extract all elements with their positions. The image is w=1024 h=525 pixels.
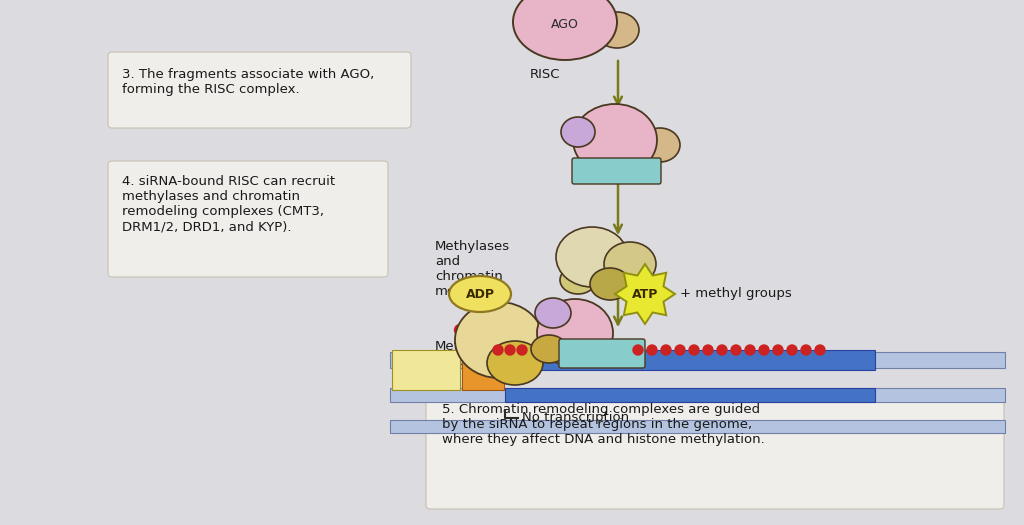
FancyBboxPatch shape xyxy=(390,352,1005,368)
FancyBboxPatch shape xyxy=(390,420,1005,433)
Text: ADP: ADP xyxy=(466,288,495,300)
Text: No transcription: No transcription xyxy=(522,412,629,425)
Circle shape xyxy=(474,320,485,331)
FancyBboxPatch shape xyxy=(572,158,662,184)
FancyBboxPatch shape xyxy=(108,161,388,277)
Polygon shape xyxy=(615,264,675,324)
FancyBboxPatch shape xyxy=(462,350,504,390)
Circle shape xyxy=(787,345,797,355)
Ellipse shape xyxy=(531,335,567,363)
Circle shape xyxy=(517,345,527,355)
Circle shape xyxy=(493,345,503,355)
Circle shape xyxy=(731,345,741,355)
Circle shape xyxy=(675,345,685,355)
FancyBboxPatch shape xyxy=(426,389,1004,509)
Ellipse shape xyxy=(590,268,630,300)
Circle shape xyxy=(455,324,466,335)
Ellipse shape xyxy=(556,227,628,287)
Ellipse shape xyxy=(537,299,613,367)
Circle shape xyxy=(495,352,506,363)
FancyBboxPatch shape xyxy=(390,388,1005,402)
Text: 5. Chromatin remodeling complexes are guided
by the siRNA to repeat regions in t: 5. Chromatin remodeling complexes are gu… xyxy=(442,403,765,446)
Circle shape xyxy=(759,345,769,355)
Circle shape xyxy=(524,334,536,345)
Text: 4. siRNA-bound RISC can recruit
methylases and chromatin
remodeling complexes (C: 4. siRNA-bound RISC can recruit methylas… xyxy=(122,175,335,233)
Ellipse shape xyxy=(560,266,596,294)
Ellipse shape xyxy=(487,341,543,385)
Ellipse shape xyxy=(604,242,656,286)
Circle shape xyxy=(815,345,825,355)
Ellipse shape xyxy=(640,128,680,162)
FancyBboxPatch shape xyxy=(108,52,411,128)
Circle shape xyxy=(505,345,515,355)
Circle shape xyxy=(512,349,523,360)
Circle shape xyxy=(689,345,699,355)
Circle shape xyxy=(745,345,755,355)
Text: Methyl
groups: Methyl groups xyxy=(435,340,480,368)
Circle shape xyxy=(514,320,525,331)
FancyBboxPatch shape xyxy=(505,350,874,370)
FancyBboxPatch shape xyxy=(505,388,874,402)
Circle shape xyxy=(633,345,643,355)
FancyBboxPatch shape xyxy=(392,350,460,390)
Ellipse shape xyxy=(561,117,595,147)
Circle shape xyxy=(495,327,506,338)
Text: + methyl groups: + methyl groups xyxy=(680,288,792,300)
Circle shape xyxy=(773,345,783,355)
Text: 3. The fragments associate with AGO,
forming the RISC complex.: 3. The fragments associate with AGO, for… xyxy=(122,68,374,96)
Circle shape xyxy=(703,345,713,355)
Text: RISC: RISC xyxy=(529,68,560,81)
Circle shape xyxy=(463,337,473,348)
Ellipse shape xyxy=(573,104,657,176)
Circle shape xyxy=(717,345,727,355)
Ellipse shape xyxy=(449,276,511,312)
Circle shape xyxy=(472,351,483,362)
Circle shape xyxy=(647,345,657,355)
Ellipse shape xyxy=(513,0,617,60)
Circle shape xyxy=(505,337,515,348)
Text: Methylases
and
chromatin
modifiers: Methylases and chromatin modifiers xyxy=(435,240,510,298)
Ellipse shape xyxy=(535,298,571,328)
Ellipse shape xyxy=(455,302,543,378)
FancyBboxPatch shape xyxy=(559,339,645,368)
Text: ATP: ATP xyxy=(632,288,658,300)
Ellipse shape xyxy=(595,12,639,48)
Circle shape xyxy=(484,341,496,352)
Circle shape xyxy=(662,345,671,355)
Circle shape xyxy=(801,345,811,355)
Text: AGO: AGO xyxy=(551,17,579,30)
